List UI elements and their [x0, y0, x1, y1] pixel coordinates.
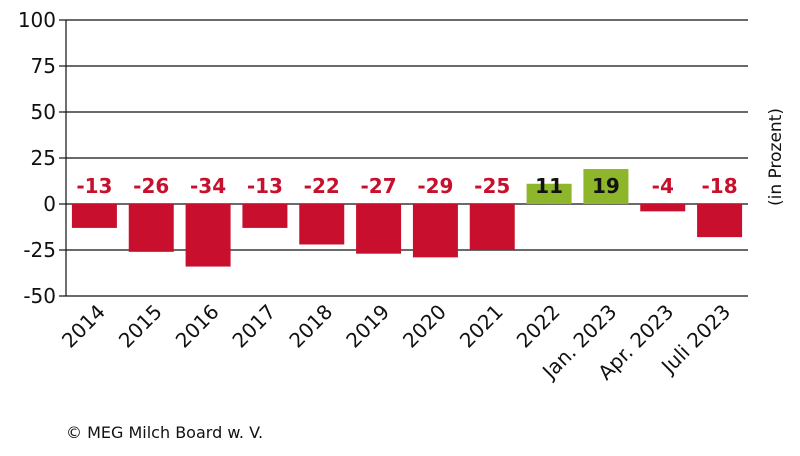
data-label: -25	[474, 174, 510, 198]
x-tick-label: 2017	[227, 300, 280, 353]
bars	[71, 169, 743, 267]
bar	[299, 204, 345, 245]
y-tick-label: 25	[31, 146, 56, 170]
bar	[185, 204, 231, 267]
x-tick-label: 2022	[512, 300, 565, 353]
data-label: -29	[417, 174, 453, 198]
x-tick-label: 2016	[171, 300, 224, 353]
bar	[128, 204, 174, 252]
y-axis-label: (in Prozent)	[766, 108, 786, 206]
bar	[242, 204, 288, 228]
bar	[640, 204, 686, 212]
y-tick-label: -50	[23, 284, 56, 308]
x-tick-label: 2018	[284, 300, 337, 353]
bar	[526, 183, 572, 204]
y-tick-label: 75	[31, 54, 56, 78]
x-tick-label: 2020	[398, 300, 451, 353]
y-axis-ticks: 100 75 50 25 0 -25 -50	[18, 8, 66, 308]
bar	[469, 204, 515, 250]
data-label: -4	[652, 174, 674, 198]
x-tick-label: 2014	[57, 300, 110, 353]
y-tick-label: 100	[18, 8, 56, 32]
data-label: -27	[361, 174, 397, 198]
bar	[412, 204, 458, 258]
data-label: -13	[247, 174, 283, 198]
x-tick-label: 2019	[341, 300, 394, 353]
data-labels: -13 -26 -34 -13 -22 -27 -29 -25 11 19 -4 -18	[76, 174, 737, 198]
y-tick-label: 50	[31, 100, 56, 124]
bar	[583, 169, 629, 204]
data-label: -22	[304, 174, 340, 198]
gridlines	[66, 19, 748, 297]
x-tick-label: 2021	[455, 300, 508, 353]
source-credit: © MEG Milch Board w. V.	[66, 423, 263, 442]
y-tick-label: 0	[43, 192, 56, 216]
data-label: -13	[76, 174, 112, 198]
bar	[356, 204, 402, 254]
bar	[71, 204, 117, 228]
data-label: -26	[133, 174, 169, 198]
x-axis-ticks: 2014 2015 2016 2017 2018 2019 2020 2021 2022Jan.…	[57, 300, 735, 385]
data-label: -18	[702, 174, 738, 198]
data-label: 19	[592, 174, 620, 198]
bar	[697, 204, 743, 238]
x-tick-label: 2015	[114, 300, 167, 353]
data-label: -34	[190, 174, 226, 198]
data-label: 11	[535, 174, 563, 198]
y-tick-label: -25	[23, 238, 56, 262]
